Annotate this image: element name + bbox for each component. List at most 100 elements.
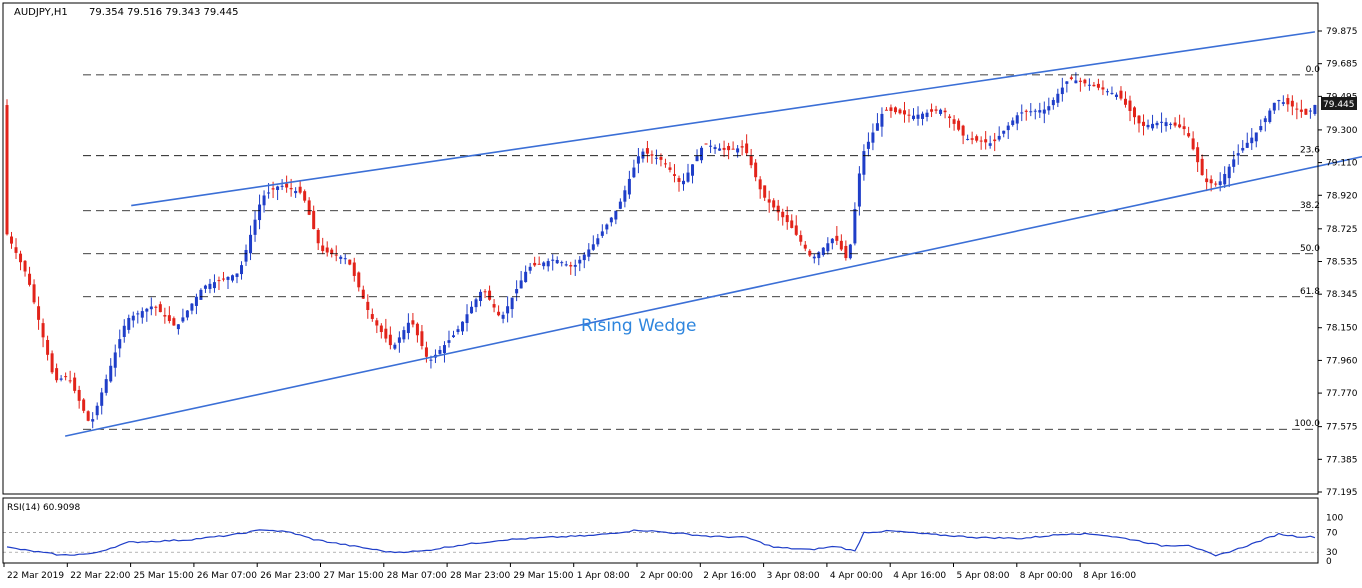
candle-body	[713, 147, 717, 150]
candle-body	[1087, 84, 1091, 86]
candle-body	[1223, 173, 1227, 185]
candle-body	[718, 148, 722, 151]
price-tick-label: 79.300	[1326, 126, 1358, 136]
candle-body	[55, 368, 59, 381]
trendline-lower[interactable]	[64, 152, 1362, 437]
price-tick-label: 78.725	[1326, 225, 1358, 235]
candle-body	[902, 110, 906, 115]
candle-body	[1250, 137, 1254, 144]
candle-body	[438, 349, 442, 354]
candle-body	[930, 109, 934, 112]
candle-body	[817, 252, 821, 259]
candle-body	[1254, 132, 1258, 142]
time-tick-label: 8 Apr 16:00	[1083, 571, 1136, 581]
trendline-upper[interactable]	[131, 31, 1316, 207]
wedge-trendlines[interactable]	[64, 31, 1362, 437]
candle-body	[1196, 147, 1200, 163]
fib-level-label: 50.0	[1300, 244, 1320, 254]
candle-body	[113, 352, 117, 368]
candle-body	[537, 263, 541, 265]
candle-body	[533, 262, 537, 266]
candle-body	[948, 116, 952, 119]
candle-body	[1164, 122, 1168, 127]
time-tick-label: 27 Mar 15:00	[324, 571, 384, 581]
candle-body	[1151, 123, 1155, 129]
price-tick-label: 77.195	[1326, 488, 1358, 498]
fibonacci-levels[interactable]: 0.0 23.6 38.2 50.0 61.8 100.0	[83, 65, 1320, 430]
candle-body	[1272, 102, 1276, 111]
candle-body	[569, 265, 573, 267]
rsi-tick-label: 100	[1326, 514, 1343, 524]
rsi-tick-label: 30	[1326, 548, 1338, 558]
candle-body	[50, 353, 54, 373]
candle-body	[609, 217, 613, 223]
pattern-annotation[interactable]: Rising Wedge	[581, 316, 696, 336]
candle-body	[614, 210, 618, 220]
candle-body	[1105, 91, 1109, 93]
candle-body	[221, 278, 225, 280]
candle-body	[208, 283, 212, 289]
candle-body	[844, 245, 848, 259]
candle-body	[1286, 98, 1290, 105]
price-tick-label: 77.575	[1326, 423, 1358, 433]
candle-body	[519, 280, 523, 289]
candle-body	[745, 143, 749, 154]
candle-body	[41, 323, 45, 338]
candle-body	[1020, 112, 1024, 114]
candle-body	[298, 186, 302, 193]
candle-body	[740, 146, 744, 148]
price-tick-label: 79.110	[1326, 159, 1358, 169]
candle-body	[862, 151, 866, 175]
candle-body	[1290, 100, 1294, 107]
candle-body	[167, 315, 171, 322]
candle-body	[492, 304, 496, 308]
candle-body	[812, 256, 816, 259]
candle-body	[442, 345, 446, 354]
candle-body	[912, 115, 916, 120]
candle-body	[258, 204, 262, 221]
candle-body	[140, 311, 144, 318]
candle-body	[339, 256, 343, 259]
candle-body	[839, 240, 843, 250]
candle-body	[1069, 77, 1073, 80]
candle-body	[893, 107, 897, 113]
candle-body	[898, 109, 902, 114]
candle-body	[934, 109, 938, 111]
candle-body	[988, 143, 992, 146]
candle-body	[64, 376, 68, 378]
candle-body	[1110, 92, 1114, 94]
candle-body	[709, 145, 713, 147]
candle-body	[37, 306, 41, 320]
candle-body	[474, 299, 478, 308]
candle-body	[1015, 115, 1019, 124]
candle-body	[1313, 104, 1317, 114]
candle-body	[528, 266, 532, 271]
price-pane-frame	[2, 2, 1319, 495]
rsi-tick-label: 0	[1326, 557, 1332, 567]
candle-body	[1029, 111, 1033, 113]
candle-body	[497, 311, 501, 316]
candle-body	[424, 347, 428, 357]
price-tick-label: 77.960	[1326, 356, 1358, 366]
candle-body	[772, 200, 776, 208]
candle-body	[546, 261, 550, 267]
candle-body	[82, 399, 86, 411]
candle-body	[591, 244, 595, 250]
candle-body	[379, 325, 383, 333]
candle-body	[916, 114, 920, 119]
candle-body	[325, 247, 329, 253]
candle-body	[91, 419, 95, 422]
candle-body	[1006, 125, 1010, 131]
price-tick-label: 79.875	[1326, 27, 1358, 37]
candle-body	[659, 156, 663, 160]
candle-body	[176, 324, 180, 330]
candle-body	[749, 155, 753, 166]
candle-body	[821, 247, 825, 255]
candle-body	[59, 378, 63, 380]
candle-body	[618, 201, 622, 209]
candle-body	[952, 119, 956, 124]
candle-body	[100, 392, 104, 406]
time-tick-label: 29 Mar 15:00	[513, 571, 573, 581]
candle-body	[406, 322, 410, 334]
